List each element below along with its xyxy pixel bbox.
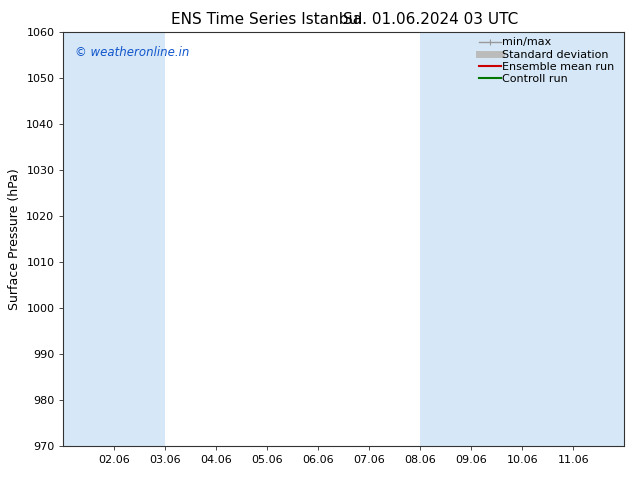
Text: © weatheronline.in: © weatheronline.in — [75, 47, 189, 59]
Text: ENS Time Series Istanbul: ENS Time Series Istanbul — [171, 12, 362, 27]
Bar — [574, 32, 624, 446]
Text: Sa. 01.06.2024 03 UTC: Sa. 01.06.2024 03 UTC — [344, 12, 519, 27]
Bar — [472, 32, 522, 446]
Bar — [522, 32, 574, 446]
Bar — [420, 32, 472, 446]
Bar — [63, 32, 114, 446]
Y-axis label: Surface Pressure (hPa): Surface Pressure (hPa) — [8, 168, 21, 310]
Bar — [114, 32, 165, 446]
Legend: min/max, Standard deviation, Ensemble mean run, Controll run: min/max, Standard deviation, Ensemble me… — [479, 37, 619, 84]
